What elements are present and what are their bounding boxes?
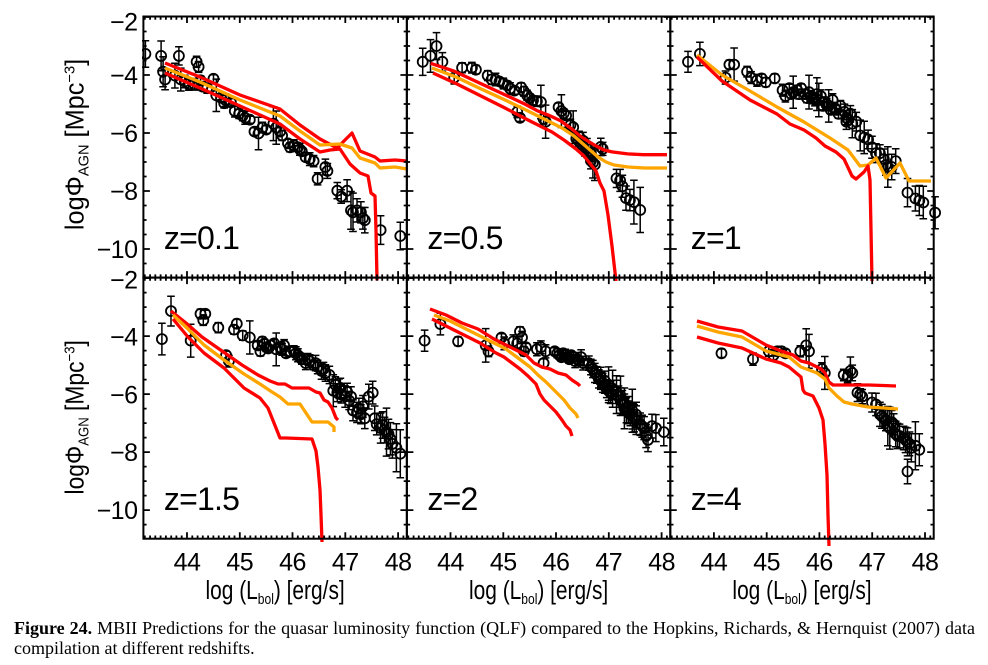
svg-text:−2: −2 xyxy=(110,267,138,295)
svg-text:44: 44 xyxy=(700,548,727,576)
svg-text:z=1: z=1 xyxy=(691,220,741,256)
svg-text:−10: −10 xyxy=(97,236,138,264)
svg-text:z=0.5: z=0.5 xyxy=(427,220,502,256)
svg-text:47: 47 xyxy=(332,548,359,576)
svg-text:−8: −8 xyxy=(110,439,138,467)
svg-text:−10: −10 xyxy=(97,497,138,525)
svg-text:z=1.5: z=1.5 xyxy=(164,481,239,517)
svg-text:log (Lbol) [erg/s]: log (Lbol) [erg/s] xyxy=(732,576,871,607)
svg-text:−2: −2 xyxy=(110,9,138,37)
svg-text:45: 45 xyxy=(753,548,780,576)
svg-text:48: 48 xyxy=(912,548,939,576)
svg-text:−4: −4 xyxy=(110,62,138,90)
svg-text:log (Lbol) [erg/s]: log (Lbol) [erg/s] xyxy=(206,576,345,607)
svg-text:44: 44 xyxy=(437,548,464,576)
svg-text:log (Lbol) [erg/s]: log (Lbol) [erg/s] xyxy=(469,576,608,607)
svg-text:47: 47 xyxy=(859,548,886,576)
svg-text:z=2: z=2 xyxy=(427,481,477,517)
svg-text:46: 46 xyxy=(806,548,833,576)
svg-text:46: 46 xyxy=(279,548,306,576)
svg-text:−8: −8 xyxy=(110,178,138,206)
svg-text:45: 45 xyxy=(490,548,517,576)
svg-text:logΦAGN [Mpc−3]: logΦAGN [Mpc−3] xyxy=(61,340,92,494)
svg-text:−6: −6 xyxy=(110,382,138,410)
svg-text:47: 47 xyxy=(595,548,622,576)
svg-text:logΦAGN [Mpc−3]: logΦAGN [Mpc−3] xyxy=(61,59,92,230)
svg-text:z=4: z=4 xyxy=(691,481,741,517)
svg-text:48: 48 xyxy=(385,548,412,576)
svg-text:45: 45 xyxy=(226,548,253,576)
svg-text:z=0.1: z=0.1 xyxy=(164,220,239,256)
svg-text:46: 46 xyxy=(543,548,570,576)
svg-text:−4: −4 xyxy=(110,324,138,352)
svg-text:−6: −6 xyxy=(110,120,138,148)
svg-text:44: 44 xyxy=(174,548,201,576)
svg-text:48: 48 xyxy=(648,548,675,576)
